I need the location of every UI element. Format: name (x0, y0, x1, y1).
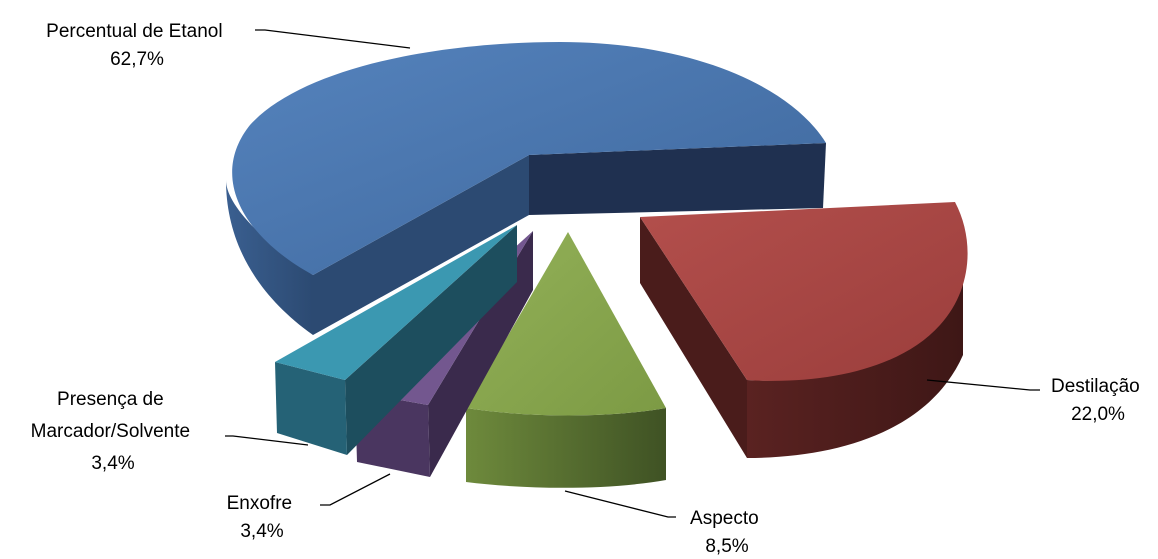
slice-side (226, 180, 313, 335)
slice-top (232, 42, 826, 275)
label-name: Destilação (1051, 376, 1140, 397)
slice-cut-face (313, 155, 529, 335)
label-presenca-de-marcador-solvente: Presença de Marcador/Solvente 3,4% (31, 389, 196, 474)
leader-line-enxofre (320, 473, 391, 506)
leader-line-aspecto (564, 490, 676, 518)
slice-percentual-de-etanol (226, 42, 826, 335)
leader-line-presenca (225, 435, 309, 446)
label-name-line-1: Presença de (57, 389, 164, 410)
slice-top (466, 232, 666, 416)
label-percentual-de-etanol: Percentual de Etanol 62,7% (46, 21, 228, 70)
slice-side (747, 265, 963, 458)
slice-side (275, 362, 347, 455)
slice-cut-face (428, 231, 533, 477)
slice-destilacao (640, 202, 968, 458)
label-value: 22,0% (1071, 404, 1125, 425)
leader-line-destilacao (926, 379, 1040, 391)
slice-cut-face-right (529, 143, 826, 215)
label-name: Aspecto (690, 508, 759, 529)
slice-cut-face (345, 225, 517, 455)
leader-line-percentual-de-etanol (255, 29, 411, 49)
slice-top (275, 225, 517, 380)
slice-aspecto (466, 232, 666, 488)
label-value: 62,7% (110, 49, 164, 70)
label-name-line-2: Marcador/Solvente (31, 421, 190, 442)
label-enxofre: Enxofre 3,4% (227, 493, 298, 542)
slice-presenca-de-marcador-solvente (275, 225, 517, 455)
label-name: Percentual de Etanol (46, 21, 222, 42)
label-value: 3,4% (240, 521, 283, 542)
label-value: 3,4% (91, 453, 134, 474)
label-name: Enxofre (227, 493, 292, 514)
slice-top (640, 202, 968, 381)
label-destilacao: Destilação 22,0% (1051, 376, 1145, 425)
label-value: 8,5% (705, 536, 748, 557)
slice-side (466, 408, 666, 488)
slice-cut-face (640, 217, 747, 458)
label-aspecto: Aspecto 8,5% (690, 508, 764, 557)
